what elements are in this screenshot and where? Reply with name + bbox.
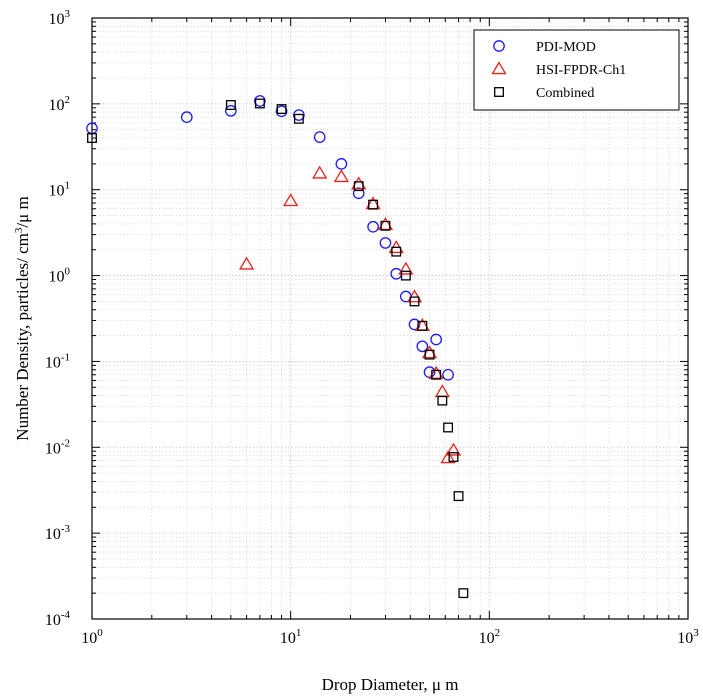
square-point (400, 270, 411, 281)
plot-frame (91, 17, 689, 620)
circle-point (352, 187, 365, 200)
y-axis-title: Number Density, particles/ cm3/μ m (13, 196, 32, 440)
circle-point (416, 340, 429, 353)
triangle-point (283, 193, 299, 207)
circle-point (293, 109, 305, 121)
legend-label: HSI-FPDR-Ch1 (536, 63, 626, 78)
triangle-point (238, 256, 255, 270)
x-tick-label: 101 (280, 627, 302, 647)
axis-ticks (91, 18, 688, 620)
square-point (437, 395, 448, 406)
triangle-point (333, 169, 350, 183)
square-point (254, 98, 265, 109)
grid (92, 18, 688, 619)
legend-triangle-icon (491, 61, 507, 75)
legend-square-icon (494, 87, 504, 97)
circle-point (180, 111, 193, 124)
square-point (293, 113, 304, 124)
square-point (368, 199, 379, 210)
legend-circle-icon (493, 40, 505, 52)
square-point (458, 588, 469, 599)
circle-point (367, 220, 379, 233)
y-axis-title-main: Number Density, particles/ cm (13, 233, 32, 441)
y-tick-label: 103 (49, 8, 71, 28)
square-point (424, 349, 435, 360)
x-axis-title: Drop Diameter, μ m (322, 675, 459, 694)
square-point (443, 422, 454, 433)
x-tick-label: 103 (677, 627, 699, 647)
circle-point (225, 104, 237, 117)
y-tick-label: 10-4 (45, 609, 71, 629)
y-tick-label: 101 (49, 180, 71, 200)
x-tick-label: 102 (479, 627, 501, 647)
legend-label: PDI-MOD (536, 40, 596, 55)
triangle-point (312, 165, 328, 179)
triangle-point (440, 450, 456, 464)
square-point (409, 296, 420, 307)
circle-point (254, 95, 266, 107)
square-point (391, 246, 402, 257)
triangle-point (398, 261, 414, 275)
circle-point (313, 131, 326, 143)
triangle-point (351, 176, 367, 190)
y-axis-title-tail: /μ m (13, 196, 32, 227)
square-point (87, 133, 97, 143)
legend-label: Combined (536, 86, 594, 101)
square-point (417, 320, 428, 331)
square-point (380, 220, 391, 231)
y-tick-label: 10-2 (45, 437, 70, 457)
legend-box (473, 29, 680, 111)
x-tick-label: 100 (81, 627, 103, 647)
square-point (448, 452, 459, 462)
square-point (431, 369, 442, 380)
triangle-point (406, 289, 423, 303)
circle-point (275, 105, 288, 118)
tick-labels: 100 101 102 103 10-4 10-3 10-2 10-1 100 101 102 103 (45, 8, 699, 647)
markers (86, 95, 469, 599)
square-point (225, 100, 236, 110)
circle-point (335, 158, 348, 170)
circle-point (379, 237, 392, 249)
triangle-point (421, 345, 438, 359)
y-axis-title-exp: 3 (13, 227, 25, 233)
y-tick-label: 100 (49, 266, 71, 286)
legend: PDI-MOD HSI-FPDR-Ch1 Combined (473, 29, 680, 111)
square-point (276, 104, 287, 114)
triangle-point (377, 217, 394, 231)
circle-point (430, 333, 443, 346)
triangle-point (428, 365, 444, 379)
square-point (453, 491, 464, 502)
square-point (353, 181, 364, 192)
y-tick-label: 10-1 (45, 351, 70, 371)
triangle-point (445, 442, 462, 456)
y-tick-label: 10-3 (45, 523, 71, 543)
circle-point (442, 368, 454, 381)
y-tick-label: 102 (49, 94, 71, 114)
